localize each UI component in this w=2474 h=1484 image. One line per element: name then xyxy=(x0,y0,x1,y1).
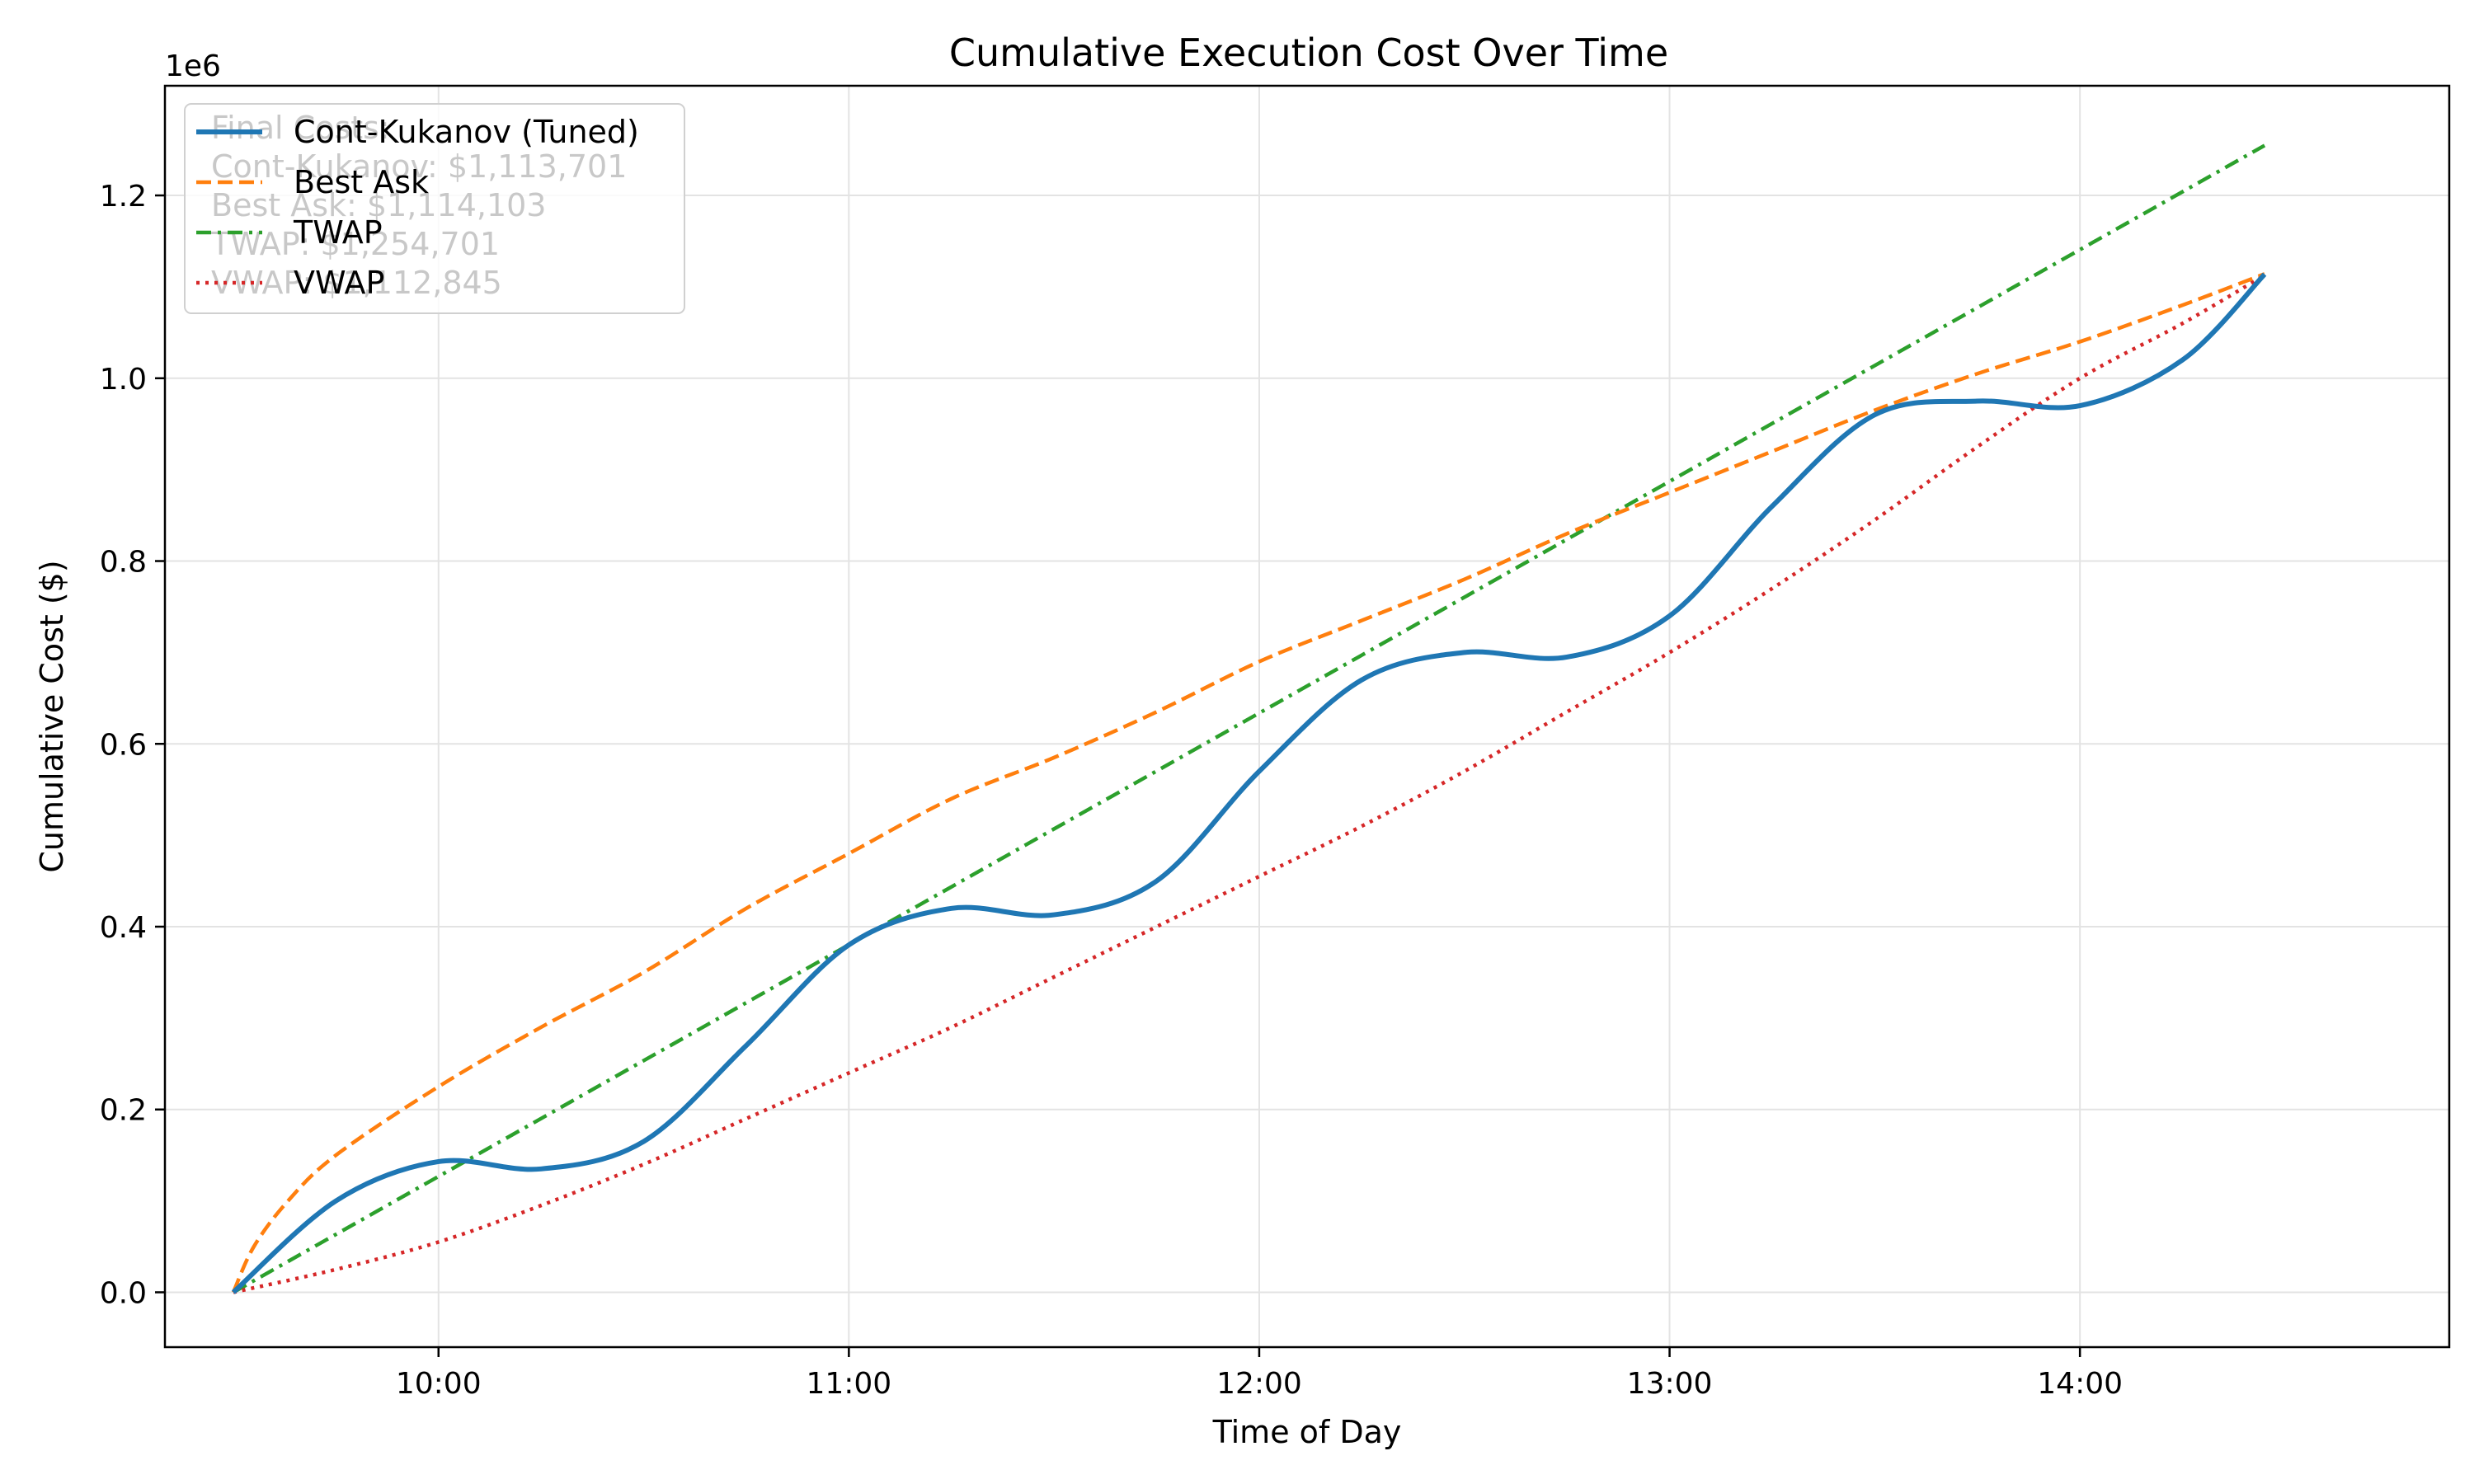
y-tick-label: 0.8 xyxy=(100,546,147,580)
legend-entries: Cont-Kukanov (Tuned) Best Ask TWAP VWAP xyxy=(196,114,639,301)
x-tick-label: 14:00 xyxy=(2037,1367,2123,1401)
x-tick-label: 10:00 xyxy=(396,1367,482,1401)
plot-frame xyxy=(163,84,2451,1349)
series-line-vwap xyxy=(233,273,2266,1294)
legend: Final Costs:Cont-Kukanov: $1,113,701Best… xyxy=(184,103,685,314)
annotation-line: Cont-Kukanov: $1,113,701 xyxy=(211,148,627,185)
x-axis-label: Time of Day xyxy=(1212,1414,1402,1450)
annotation-line: VWAP: $1,112,845 xyxy=(211,265,502,301)
y-tick-label: 0.6 xyxy=(100,728,147,762)
series-layer xyxy=(231,143,2267,1294)
y-tick-label: 1.2 xyxy=(100,180,147,214)
x-tick-label: 13:00 xyxy=(1627,1367,1713,1401)
legend-label: Best Ask xyxy=(294,164,429,200)
series-line-twap xyxy=(232,143,2266,1294)
y-tick-label: 1.0 xyxy=(100,363,147,397)
y-tick-label: 0.2 xyxy=(100,1094,147,1128)
x-tick-label: 11:00 xyxy=(806,1367,891,1401)
y-axis-label: Cumulative Cost ($) xyxy=(34,560,70,872)
x-tick-label: 12:00 xyxy=(1216,1367,1302,1401)
chart-title: Cumulative Execution Cost Over Time xyxy=(949,31,1668,75)
tick-layer: 10:00 11:00 12:00 13:00 14:00 0.0 0.2 0.4 0.6 0.8… xyxy=(100,180,2123,1401)
legend-label: VWAP xyxy=(294,265,384,301)
y-offset-label: 1e6 xyxy=(165,49,221,83)
legend-label: TWAP xyxy=(293,214,383,251)
legend-label: Cont-Kukanov (Tuned) xyxy=(294,114,639,150)
annotation-line: Final Costs: xyxy=(211,110,390,146)
y-tick-label: 0.0 xyxy=(100,1276,147,1310)
annotation-line: TWAP: $1,254,701 xyxy=(210,226,500,262)
legend-box xyxy=(184,103,685,314)
final-costs-annotation: Final Costs:Cont-Kukanov: $1,113,701Best… xyxy=(210,110,627,301)
grid-layer xyxy=(165,86,2449,1347)
y-tick-label: 0.4 xyxy=(100,911,147,945)
series-line-cont-kukanov-tuned xyxy=(231,272,2267,1294)
annotation-line: Best Ask: $1,114,103 xyxy=(211,187,546,223)
